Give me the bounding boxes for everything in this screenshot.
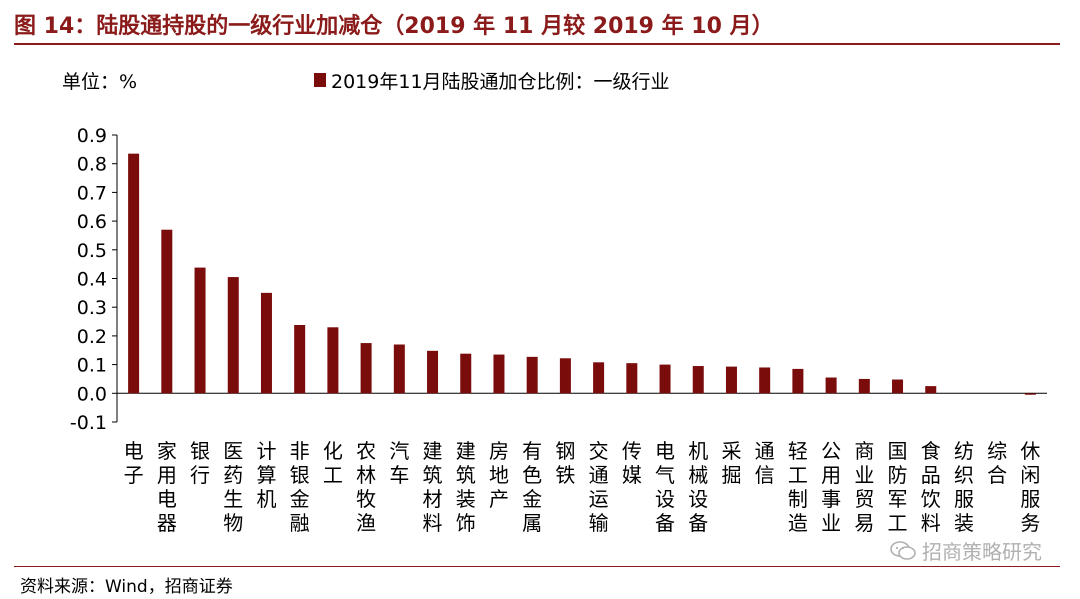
bar-15: [626, 363, 638, 394]
x-tick-label: 家用电器: [157, 439, 177, 535]
watermark-text: 招商策略研究: [922, 540, 1042, 564]
y-tick-label: 0.2: [77, 326, 107, 348]
bar-1: [161, 229, 173, 394]
bars: [128, 153, 1036, 395]
x-tick-label: 公用事业: [821, 439, 841, 535]
x-tick-label: 建筑装饰: [456, 439, 476, 535]
y-tick-label: -0.1: [70, 412, 107, 434]
wechat-icon: [890, 540, 916, 561]
bar-20: [792, 368, 804, 394]
x-tick-label: 医药生物: [223, 439, 243, 535]
y-tick-label: 0.4: [77, 269, 107, 291]
y-tick-label: 0.3: [77, 297, 107, 319]
bar-17: [692, 366, 704, 394]
x-tick-label: 计算机: [256, 439, 276, 511]
x-tick-label: 交通运输: [589, 439, 609, 535]
bar-4: [260, 292, 272, 394]
bar-9: [427, 350, 439, 394]
x-tick-label: 商业贸易: [854, 439, 874, 535]
y-tick-label: 0.9: [77, 125, 107, 147]
bar-16: [659, 364, 671, 394]
y-tick-label: 0.8: [77, 154, 107, 176]
source-note: 资料来源：Wind，招商证券: [20, 577, 233, 597]
bar-5: [294, 324, 306, 394]
bar-14: [593, 362, 605, 394]
bar-3: [227, 277, 239, 394]
title-rule: [14, 43, 1060, 45]
x-tick-label: 电子: [124, 439, 144, 487]
x-tick-label: 化工: [323, 439, 343, 487]
bar-21: [825, 377, 837, 394]
x-tick-label: 休闲服务: [1020, 439, 1040, 535]
y-axis: -0.1 0.0 0.1 0.2 0.3 0.4 0.5 0.6 0.7 0.8 0.9: [70, 125, 1047, 434]
bar-11: [493, 354, 505, 394]
x-tick-label: 有色金属: [522, 439, 542, 535]
x-tick-label: 非银金融: [290, 439, 310, 535]
y-tick-label: 0.7: [77, 182, 107, 204]
x-tick-label: 银行: [190, 439, 210, 487]
x-tick-label: 钢铁: [555, 439, 575, 487]
x-tick-label: 综合: [987, 439, 1007, 487]
bar-12: [526, 356, 538, 394]
x-tick-label: 机械设备: [688, 439, 708, 535]
bar-6: [327, 327, 339, 394]
x-tick-label: 房地产: [489, 439, 509, 511]
x-tick-label: 汽车: [389, 439, 409, 487]
bar-7: [360, 343, 372, 394]
y-tick-label: 0.0: [77, 383, 107, 405]
y-tick-label: 0.5: [77, 240, 107, 262]
x-tick-label: 国防军工: [888, 439, 908, 535]
y-tick-label: 0.6: [77, 211, 107, 233]
bar-27: [1024, 393, 1036, 395]
x-tick-label: 采掘: [721, 439, 741, 487]
x-tick-label: 电气设备: [655, 439, 675, 535]
bar-8: [393, 344, 405, 394]
bar-23: [892, 379, 904, 394]
legend-swatch: [314, 73, 326, 87]
x-tick-label: 农林牧渔: [356, 439, 376, 535]
x-tick-label: 通信: [755, 439, 775, 487]
bar-chart: 单位：% 2019年11月陆股通加仓比例：一级行业 -0.1 0.0 0.1 0.2 0…: [62, 71, 1047, 535]
bar-10: [460, 353, 472, 394]
source-rule: [14, 566, 1060, 567]
bar-24: [925, 386, 937, 394]
y-tick-label: 0.1: [77, 355, 107, 377]
bar-0: [128, 153, 140, 394]
x-tick-label: 轻工制造: [788, 439, 808, 535]
bar-2: [194, 267, 206, 394]
x-tick-label: 传媒: [622, 439, 642, 487]
bar-13: [559, 358, 571, 394]
legend-label: 2019年11月陆股通加仓比例：一级行业: [331, 71, 670, 93]
figure-title: 图 14：陆股通持股的一级行业加减仓（2019 年 11 月较 2019 年 1…: [14, 14, 774, 39]
bar-18: [725, 366, 737, 394]
bar-19: [759, 367, 771, 394]
x-tick-label: 建筑材料: [423, 439, 443, 535]
bar-22: [858, 378, 870, 394]
x-tick-label: 纺织服装: [954, 439, 974, 535]
watermark: 招商策略研究: [890, 536, 1042, 565]
unit-label: 单位：%: [62, 71, 137, 93]
x-axis-labels: 电子家用电器银行医药生物计算机非银金融化工农林牧渔汽车建筑材料建筑装饰房地产有色…: [124, 439, 1041, 535]
x-tick-label: 食品饮料: [921, 439, 941, 535]
